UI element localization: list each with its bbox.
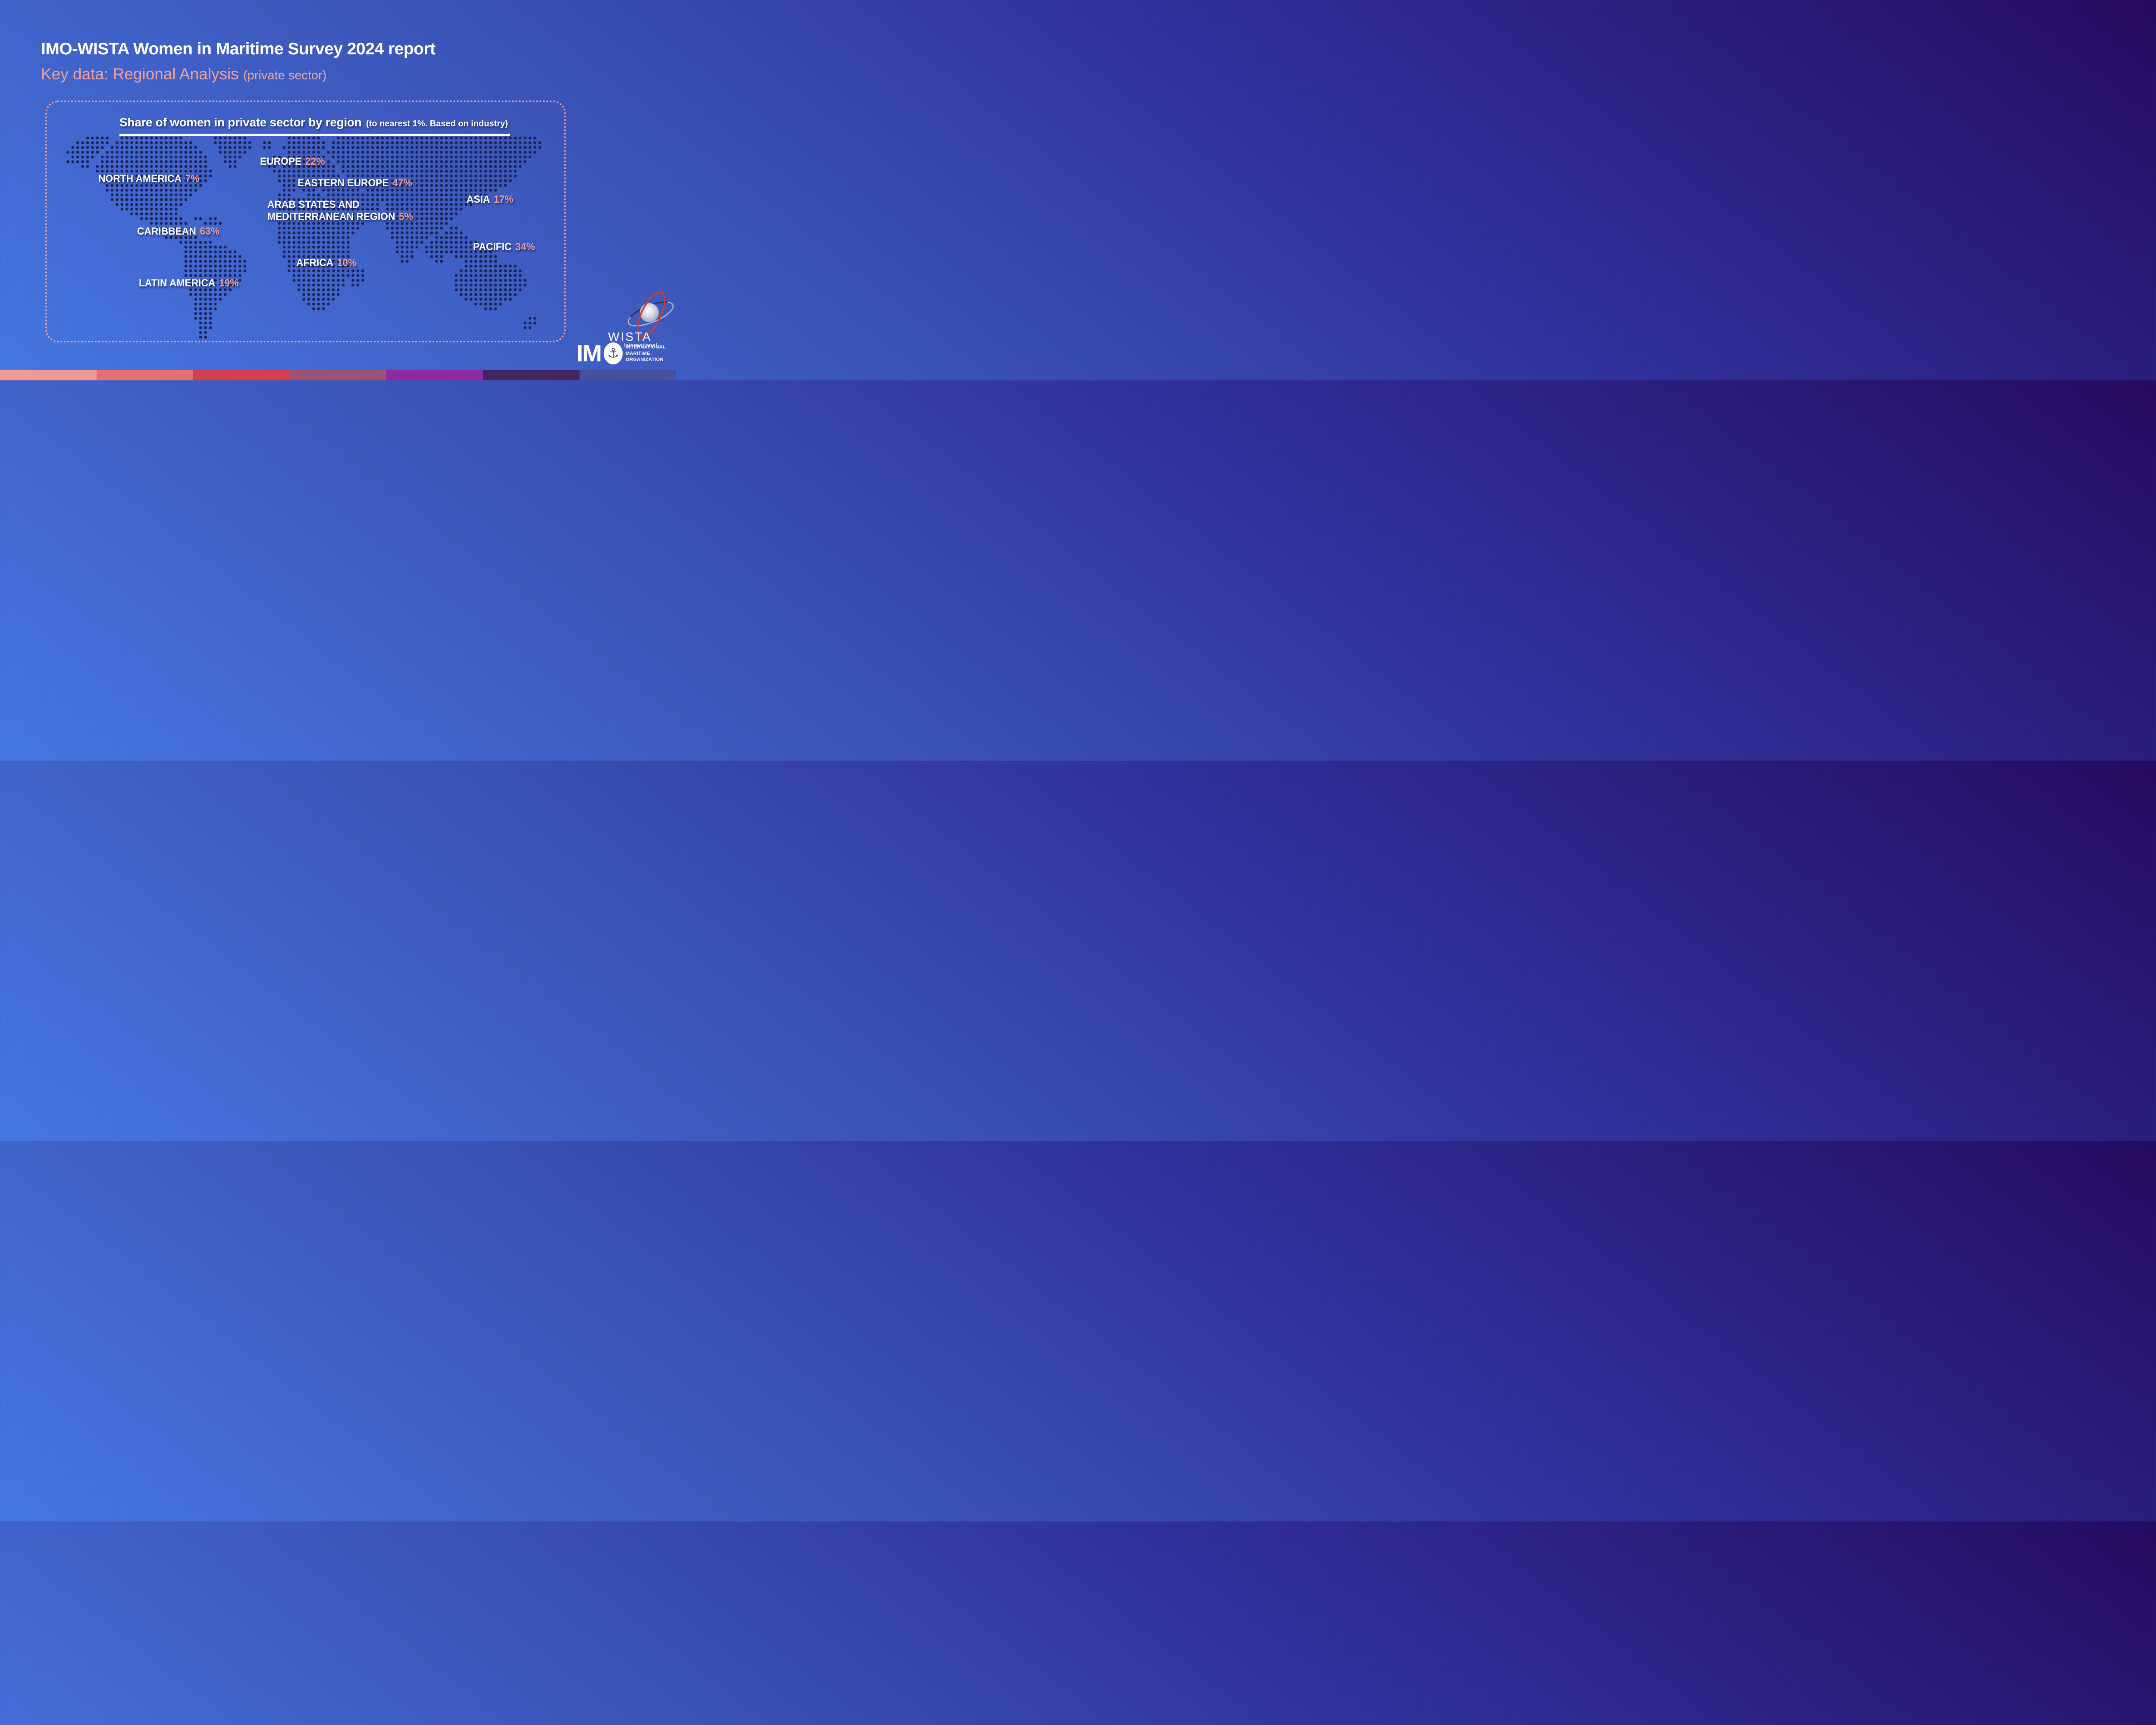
region-label-arab-states-mediterranean: ARAB STATES AND MEDITERRANEAN REGION 5% (267, 199, 413, 223)
bottom-bar-segment (580, 370, 676, 380)
imo-org-line: ORGANIZATION (626, 357, 664, 362)
region-value: 17% (494, 194, 514, 205)
region-value: 5% (398, 211, 413, 223)
chart-heading-text: Share of women in private sector by regi… (119, 116, 362, 129)
anchor-icon: ⚓ (607, 345, 619, 361)
region-name: PACIFIC (473, 241, 512, 253)
region-label-caribbean: CARIBBEAN 63% (137, 226, 219, 238)
bottom-bar-segment (483, 370, 580, 380)
region-label-north-america: NORTH AMERICA 7% (98, 173, 199, 185)
chart-heading-note: (to nearest 1%. Based on industry) (366, 119, 508, 129)
chart-heading: Share of women in private sector by regi… (119, 116, 510, 136)
region-name: AFRICA (296, 257, 334, 269)
subtitle-note: (private sector) (243, 69, 327, 82)
region-value: 10% (337, 257, 357, 269)
wista-wordmark: WISTA (608, 330, 652, 343)
page-title: IMO-WISTA Women in Maritime Survey 2024 … (41, 40, 436, 58)
region-name: LATIN AMERICA (139, 277, 216, 289)
region-value: 63% (200, 226, 219, 237)
bottom-bar-segment (97, 370, 193, 380)
imo-emblem-icon: ⚓ (604, 342, 623, 364)
region-value: 34% (515, 241, 535, 253)
region-name: EASTERN EUROPE (298, 177, 389, 189)
region-label-pacific: PACIFIC 34% (473, 241, 535, 253)
region-value: 19% (219, 277, 239, 289)
region-name: ARAB STATES AND MEDITERRANEAN REGION (267, 199, 395, 223)
bottom-color-bar (0, 370, 676, 380)
region-label-eastern-europe: EASTERN EUROPE 47% (298, 177, 412, 189)
region-label-europe: EUROPE 22% (260, 156, 325, 168)
region-label-latin-america: LATIN AMERICA 19% (139, 277, 239, 289)
imo-wordmark: IM (577, 340, 602, 367)
region-label-africa: AFRICA 10% (296, 257, 357, 269)
region-name: NORTH AMERICA (98, 173, 182, 185)
region-name: ASIA (467, 194, 490, 205)
wista-logo: WISTA International (604, 287, 677, 349)
region-value: 47% (392, 177, 412, 189)
bottom-bar-segment (290, 370, 386, 380)
region-value: 7% (185, 173, 200, 185)
bottom-bar-segment (193, 370, 290, 380)
page-subtitle: Key data: Regional Analysis (private sec… (41, 65, 326, 83)
imo-org-line: MARITIME (626, 351, 650, 356)
dotted-panel (45, 100, 566, 342)
wista-globe-icon (640, 303, 659, 322)
bottom-bar-segment (386, 370, 483, 380)
region-value: 22% (305, 156, 325, 167)
subtitle-text: Key data: Regional Analysis (41, 65, 239, 83)
region-label-asia: ASIA 17% (467, 194, 514, 206)
region-name: EUROPE (260, 156, 302, 167)
region-name: CARIBBEAN (137, 226, 196, 237)
infographic-slide: { "header": { "title": "IMO-WISTA Women … (0, 0, 677, 380)
imo-org-line: INTERNATIONAL (626, 345, 666, 350)
bottom-bar-segment (0, 370, 97, 380)
wista-international-label: International (624, 342, 658, 348)
imo-org-name: INTERNATIONAL MARITIME ORGANIZATION (626, 344, 666, 363)
